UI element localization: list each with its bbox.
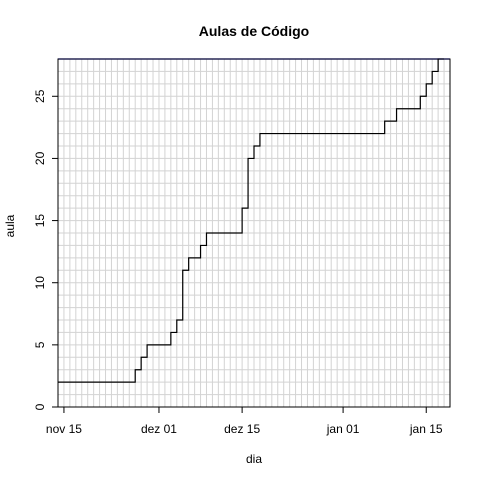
y-axis-label: aula xyxy=(3,214,17,237)
y-tick-label: 20 xyxy=(33,151,47,165)
y-tick-label: 15 xyxy=(33,214,47,228)
x-axis-label: dia xyxy=(246,452,262,466)
x-tick-label: nov 15 xyxy=(46,422,82,436)
y-tick-label: 25 xyxy=(33,89,47,103)
y-tick-label: 5 xyxy=(33,341,47,348)
step-line xyxy=(58,58,445,383)
axis-layer: 0 5 10 15 20 25 nov 15 dez 01 dez 15 jan 01 jan 15 xyxy=(33,89,443,436)
x-tick-label: dez 01 xyxy=(141,422,177,436)
x-tick-label: jan 15 xyxy=(409,422,443,436)
x-tick-label: dez 15 xyxy=(224,422,260,436)
series-layer xyxy=(57,58,445,383)
x-tick-label: jan 01 xyxy=(326,422,360,436)
chart-title: Aulas de Código xyxy=(199,23,309,39)
y-tick-label: 0 xyxy=(33,403,47,410)
y-tick-label: 10 xyxy=(33,276,47,290)
